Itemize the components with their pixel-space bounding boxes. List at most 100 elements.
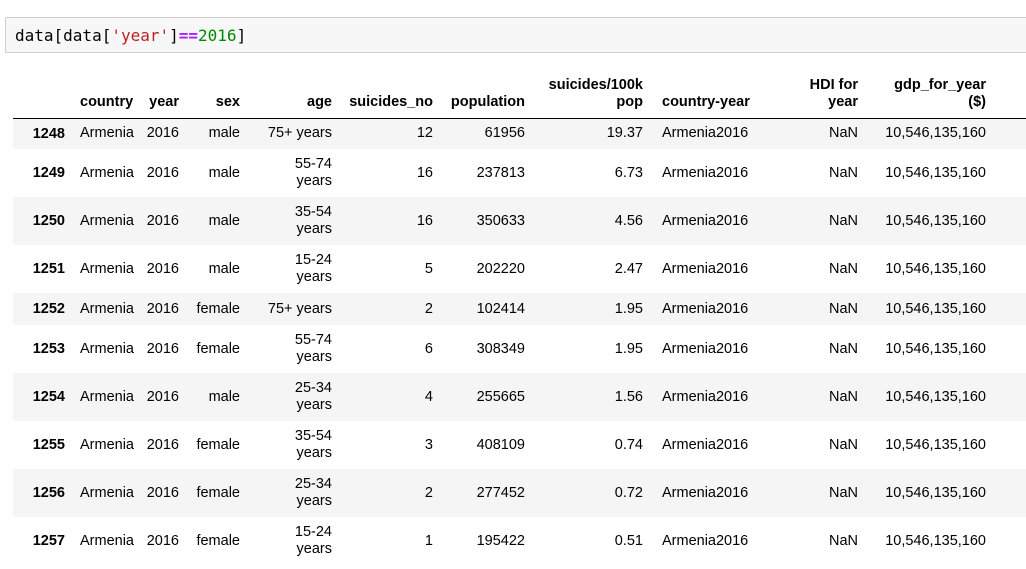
header-population: population — [441, 75, 533, 119]
cell-sex: female — [196, 340, 240, 357]
cell-country: Armenia — [80, 125, 134, 142]
cell-suicides-no: 6 — [424, 340, 433, 357]
cell-population: 102414 — [476, 300, 525, 317]
cell-spacer — [994, 118, 1026, 149]
row-index: 1248 — [32, 125, 65, 142]
code-input-cell[interactable]: data[data['year']==2016] — [5, 17, 1026, 53]
cell-gdp: 10,546,135,160 — [885, 164, 986, 181]
cell-year: 2016 — [146, 388, 179, 405]
cell-suicides-no: 2 — [424, 484, 433, 501]
cell-gdp: 10,546,135,160 — [885, 212, 986, 229]
cell-hdi: NaN — [828, 388, 858, 405]
cell-country: Armenia — [80, 340, 134, 357]
cell-country: Armenia — [80, 164, 134, 181]
cell-sex: male — [208, 388, 240, 405]
row-index: 1257 — [32, 533, 65, 549]
cell-gdp: 10,546,135,160 — [885, 484, 986, 501]
cell-spacer — [994, 293, 1026, 325]
code-token-expr: data[data[ — [15, 26, 112, 45]
cell-sex: female — [196, 484, 240, 501]
header-gdp: gdp_for_year ($) — [866, 75, 994, 119]
row-index: 1251 — [32, 261, 65, 277]
cell-year: 2016 — [146, 212, 179, 229]
cell-gdp: 10,546,135,160 — [885, 436, 986, 453]
cell-year: 2016 — [146, 436, 179, 453]
header-year: year — [139, 75, 187, 119]
cell-gdp: 10,546,135,160 — [885, 340, 986, 357]
cell-country-year: Armenia2016 — [662, 388, 749, 405]
cell-spacer — [994, 245, 1026, 293]
cell-country-year: Armenia2016 — [662, 436, 749, 453]
cell-population: 202220 — [476, 260, 525, 277]
cell-suicides-rate: 0.74 — [614, 436, 643, 453]
cell-hdi: NaN — [828, 164, 858, 181]
cell-population: 350633 — [476, 212, 525, 229]
cell-gdp: 10,546,135,160 — [885, 125, 986, 142]
cell-country-year: Armenia2016 — [662, 484, 749, 501]
table-row: 1249 Armenia 2016 male 55-74 years 16 237… — [13, 149, 1026, 197]
cell-country-year: Armenia2016 — [662, 125, 749, 142]
cell-suicides-rate: 1.95 — [614, 340, 643, 357]
cell-sex: male — [208, 164, 240, 181]
cell-hdi: NaN — [828, 212, 858, 229]
cell-hdi: NaN — [828, 125, 858, 142]
cell-hdi: NaN — [828, 260, 858, 277]
row-index: 1252 — [32, 301, 65, 317]
cell-year: 2016 — [146, 484, 179, 501]
cell-country-year: Armenia2016 — [662, 164, 749, 181]
cell-country-year: Armenia2016 — [662, 300, 749, 317]
header-index — [13, 75, 69, 119]
table-row: 1251 Armenia 2016 male 15-24 years 5 2022… — [13, 245, 1026, 293]
cell-suicides-rate: 1.56 — [614, 388, 643, 405]
cell-sex: female — [196, 436, 240, 453]
cell-spacer — [994, 325, 1026, 373]
cell-suicides-rate: 0.72 — [614, 484, 643, 501]
cell-hdi: NaN — [828, 340, 858, 357]
cell-country-year: Armenia2016 — [662, 260, 749, 277]
cell-suicides-rate: 6.73 — [614, 164, 643, 181]
cell-population: 408109 — [476, 436, 525, 453]
cell-country: Armenia — [80, 388, 134, 405]
cell-hdi: NaN — [828, 436, 858, 453]
cell-suicides-rate: 1.95 — [614, 300, 643, 317]
cell-hdi: NaN — [828, 300, 858, 317]
header-spacer — [994, 75, 1026, 119]
cell-population: 255665 — [476, 388, 525, 405]
cell-year: 2016 — [146, 300, 179, 317]
cell-sex: female — [196, 300, 240, 317]
header-country-year: country-year — [651, 75, 765, 119]
row-index: 1250 — [32, 213, 65, 229]
header-hdi: HDI for year — [765, 75, 866, 119]
cell-spacer — [994, 469, 1026, 517]
cell-age: 75+ years — [267, 125, 332, 142]
cell-spacer — [994, 149, 1026, 197]
table-body: 1248 Armenia 2016 male 75+ years 12 6195… — [13, 118, 1026, 565]
table-row: 1257 Armenia 2016 female 15-24 years 1 19… — [13, 517, 1026, 565]
cell-sex: male — [208, 260, 240, 277]
cell-age: 15-24 years — [294, 524, 332, 557]
header-suicides-no: suicides_no — [340, 75, 441, 119]
code-token-string: 'year' — [111, 26, 170, 45]
cell-age: 75+ years — [267, 300, 332, 317]
cell-suicides-no: 5 — [424, 260, 433, 277]
cell-age: 25-34 years — [294, 476, 332, 509]
cell-country: Armenia — [80, 532, 134, 549]
table-row: 1254 Armenia 2016 male 25-34 years 4 2556… — [13, 373, 1026, 421]
row-index: 1256 — [32, 485, 65, 501]
cell-population: 195422 — [476, 532, 525, 549]
cell-year: 2016 — [146, 125, 179, 142]
cell-suicides-rate: 4.56 — [614, 212, 643, 229]
code-token-close: ] — [236, 26, 247, 45]
header-country: country — [69, 75, 139, 119]
cell-age: 35-54 years — [294, 204, 332, 237]
cell-spacer — [994, 373, 1026, 421]
table-row: 1253 Armenia 2016 female 55-74 years 6 30… — [13, 325, 1026, 373]
cell-country: Armenia — [80, 300, 134, 317]
table-row: 1255 Armenia 2016 female 35-54 years 3 40… — [13, 421, 1026, 469]
cell-year: 2016 — [146, 532, 179, 549]
cell-country-year: Armenia2016 — [662, 532, 749, 549]
header-age: age — [248, 75, 340, 119]
cell-sex: female — [196, 532, 240, 549]
cell-country-year: Armenia2016 — [662, 340, 749, 357]
cell-population: 277452 — [476, 484, 525, 501]
